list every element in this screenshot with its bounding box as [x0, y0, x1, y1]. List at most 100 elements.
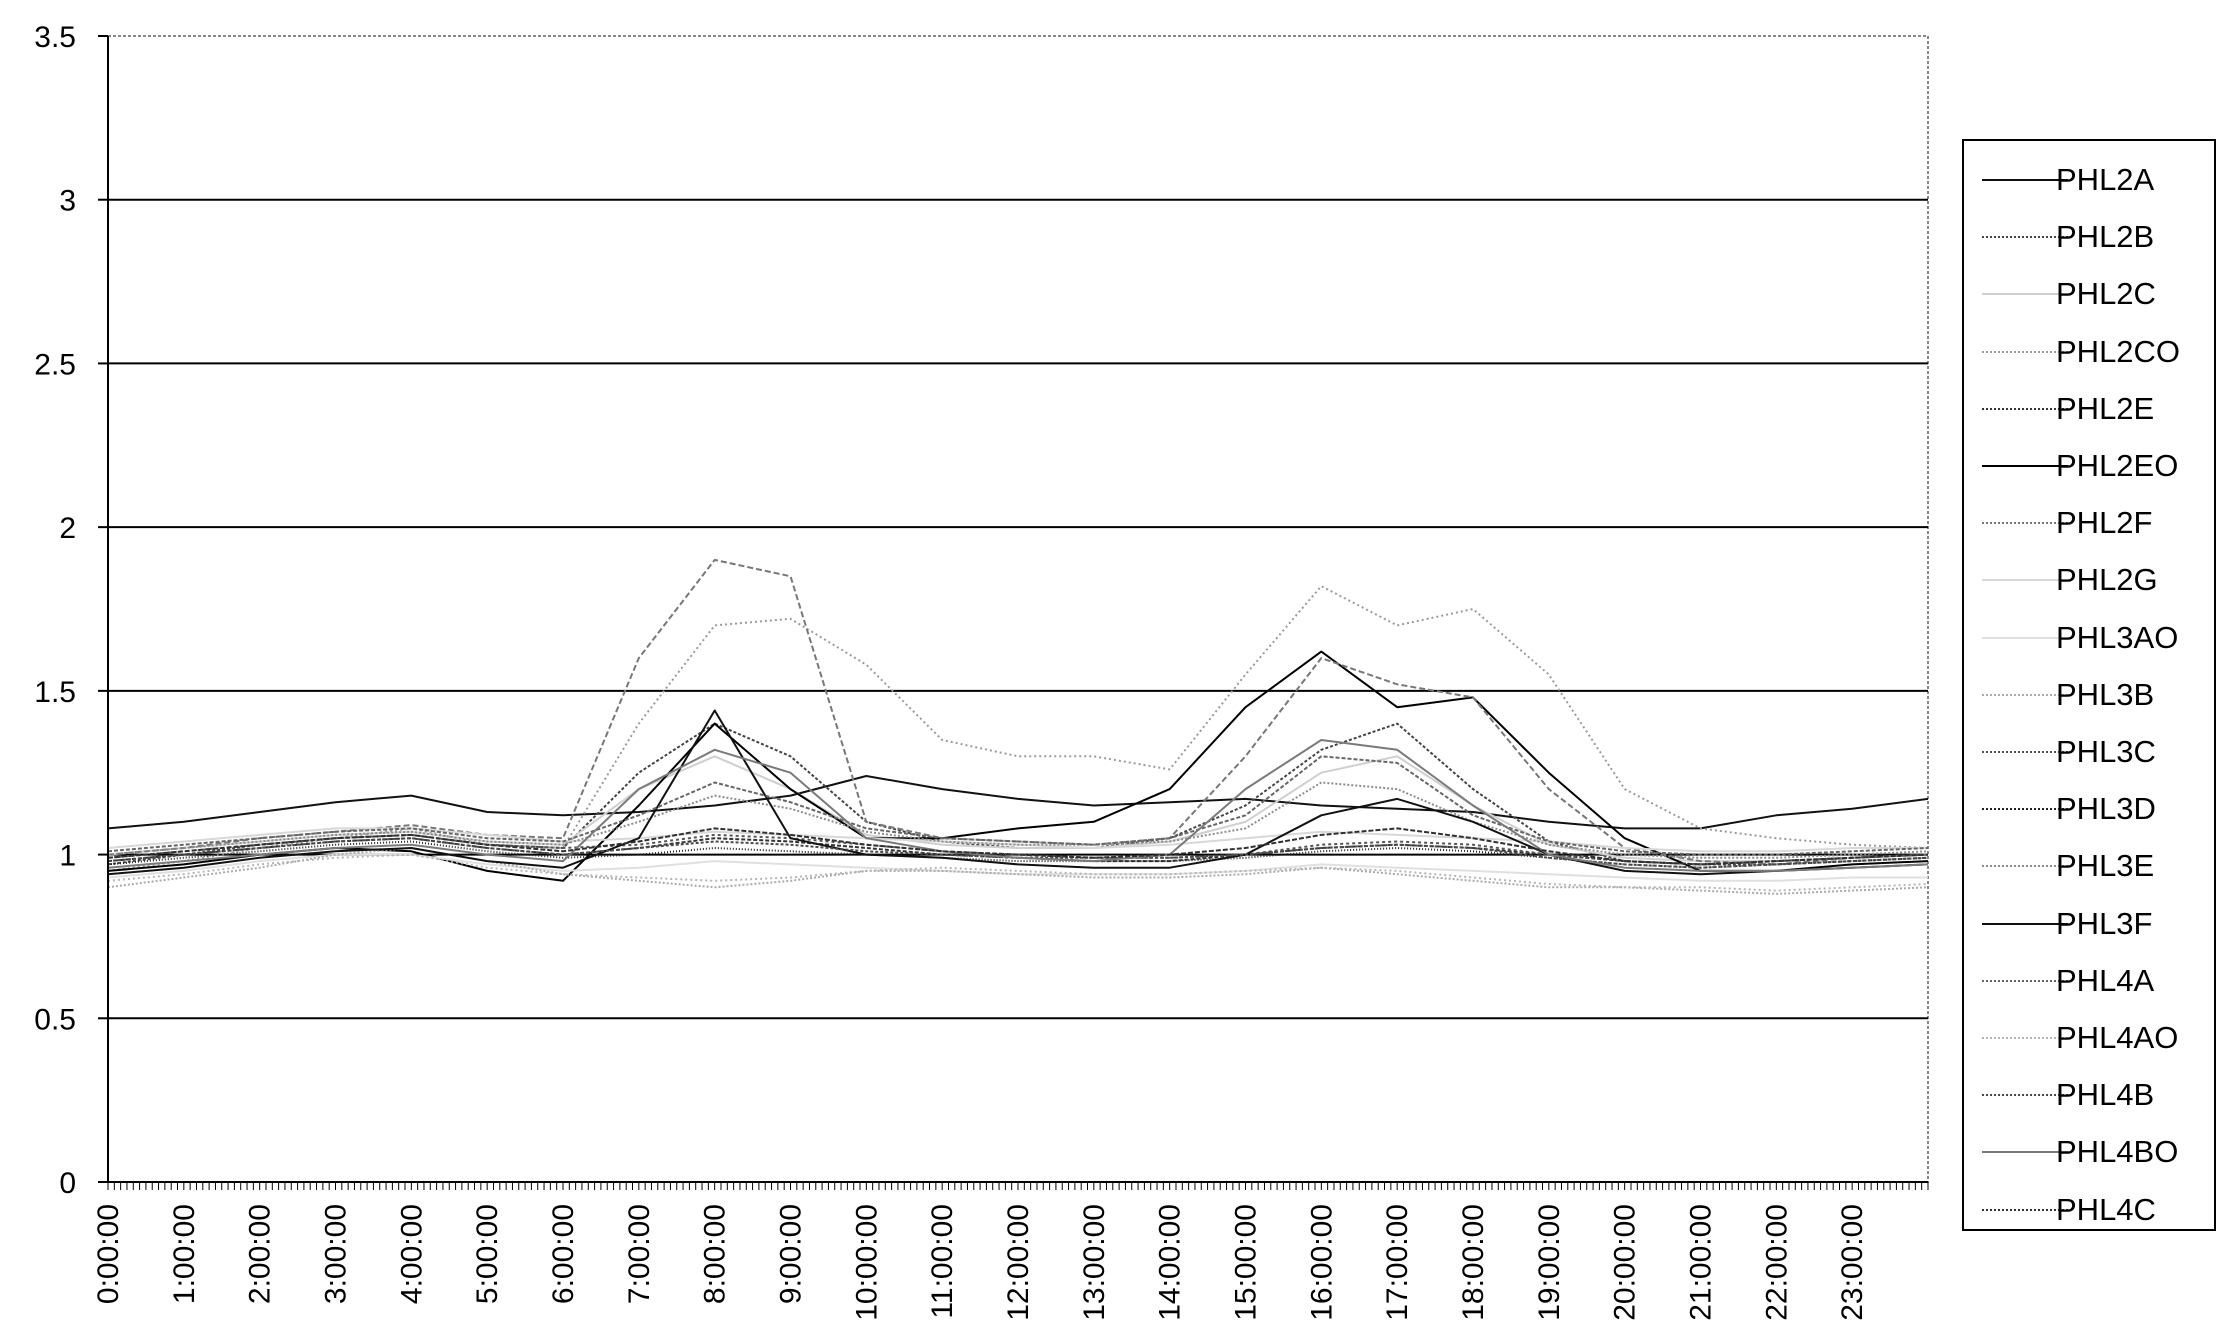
x-tick-label: 2:00:00: [244, 1204, 277, 1304]
x-tick-label: 16:00:00: [1305, 1204, 1338, 1321]
legend-label: PHL2C: [2056, 276, 2156, 312]
legend-label: PHL4B: [2056, 1077, 2155, 1113]
legend-swatch: [1982, 1094, 2068, 1097]
x-tick-labels: 0:00:00 1:00:00 2:00:00 3:00:00 4:00:00 5:00:…: [92, 1204, 1869, 1321]
legend-label: PHL2E: [2056, 390, 2155, 426]
x-tick-label: 4:00:00: [395, 1204, 428, 1304]
legend-swatch: [1982, 1151, 2068, 1154]
legend-label: PHL4C: [2056, 1191, 2156, 1227]
legend-swatch: [1982, 808, 2068, 811]
legend-item: PHL3D: [1964, 781, 2214, 837]
legend-item: PHL2G: [1964, 552, 2214, 608]
series-line-phl4bo: [107, 739, 1929, 872]
legend-label: PHL4A: [2056, 962, 2155, 998]
legend-label: PHL2F: [2056, 505, 2153, 541]
legend-swatch: [1982, 751, 2068, 753]
legend-item: PHL2A: [1964, 152, 2214, 208]
series-lines: [107, 558, 1929, 895]
series-line-phl2a: [107, 775, 1929, 830]
legend-label: PHL3D: [2056, 791, 2156, 827]
legend-label: PHL2EO: [2056, 448, 2179, 483]
legend-swatch: [1982, 979, 2068, 982]
x-tick-label: 13:00:00: [1078, 1204, 1111, 1321]
legend-label: PHL2B: [2056, 219, 2155, 255]
series-line-phl4a: [107, 755, 1929, 856]
legend-swatch: [1982, 179, 2068, 181]
x-tick-label: 7:00:00: [623, 1204, 656, 1304]
y-tick-label: 1.5: [34, 676, 76, 709]
legend-label: PHL3AO: [2056, 619, 2179, 655]
plot-area: [107, 35, 1929, 1183]
legend-item: PHL4B: [1964, 1067, 2214, 1123]
legend-label: PHL4BO: [2056, 1134, 2179, 1170]
x-tick-label: 19:00:00: [1533, 1204, 1566, 1321]
y-tick-label: 0: [59, 1167, 76, 1200]
x-tick-label: 11:00:00: [926, 1204, 959, 1319]
legend-swatch: [1982, 293, 2068, 296]
legend-label: PHL2A: [2056, 162, 2155, 197]
legend-item: PHL2E: [1964, 381, 2214, 437]
legend-item: PHL2C: [1964, 266, 2214, 322]
legend-swatch: [1982, 350, 2068, 353]
legend-item: PHL2CO: [1964, 324, 2214, 380]
y-tick-label: 3.5: [34, 21, 76, 54]
x-tick-label: 9:00:00: [775, 1204, 808, 1304]
x-tick-label: 20:00:00: [1609, 1204, 1642, 1321]
x-tick-label: 17:00:00: [1381, 1204, 1414, 1321]
series-line-phl3d: [107, 840, 1929, 869]
legend-label: PHL3C: [2056, 734, 2156, 769]
x-tick-label: 23:00:00: [1836, 1204, 1869, 1321]
axes: [107, 36, 1929, 1190]
legend-item: PHL4A: [1964, 953, 2214, 1009]
legend-label: PHL4AO: [2056, 1020, 2179, 1055]
legend-label: PHL3F: [2056, 905, 2153, 941]
legend-swatch: [1982, 522, 2068, 525]
series-line-phl3f: [107, 709, 1929, 876]
y-tick-label: 1: [59, 840, 76, 873]
legend-item: PHL4AO: [1964, 1010, 2214, 1066]
legend-label: PHL2G: [2056, 562, 2158, 598]
x-tick-label: 8:00:00: [699, 1204, 732, 1304]
x-tick-label: 21:00:00: [1685, 1204, 1718, 1321]
y-tick-label: 2: [59, 512, 76, 545]
legend-item: PHL2B: [1964, 209, 2214, 265]
legend-item: PHL3E: [1964, 838, 2214, 894]
legend-item: PHL3C: [1964, 724, 2214, 780]
legend-swatch: [1982, 1037, 2068, 1039]
y-tick-label: 2.5: [34, 348, 76, 381]
x-tick-label: 12:00:00: [1002, 1204, 1035, 1321]
legend-item: PHL3AO: [1964, 610, 2214, 666]
x-tick-label: 15:00:00: [1230, 1204, 1263, 1321]
series-line-phl4ao: [107, 853, 1929, 892]
legend-item: PHL2F: [1964, 495, 2214, 551]
y-tick-label: 3: [59, 185, 76, 218]
x-tick-label: 22:00:00: [1760, 1204, 1793, 1321]
legend-item: PHL2EO: [1964, 438, 2214, 494]
legend-swatch: [1982, 922, 2068, 925]
x-tick-label: 6:00:00: [547, 1204, 580, 1304]
x-tick-label: 5:00:00: [471, 1204, 504, 1304]
legend-item: PHL4BO: [1964, 1124, 2214, 1180]
legend-item: PHL3F: [1964, 896, 2214, 952]
legend-swatch: [1982, 636, 2068, 639]
legend-label: PHL3B: [2056, 676, 2155, 712]
series-line-phl3e: [107, 781, 1929, 859]
x-tick-label: 1:00:00: [168, 1204, 201, 1304]
x-tick-label: 18:00:00: [1457, 1204, 1490, 1321]
legend-swatch: [1982, 236, 2068, 239]
x-tick-label: 0:00:00: [92, 1204, 125, 1304]
legend-swatch: [1982, 1208, 2068, 1211]
legend-item: PHL3B: [1964, 667, 2214, 723]
legend-swatch: [1982, 579, 2068, 582]
y-tick-labels: 0 0.5 1 1.5 2 2.5 3 3.5: [34, 21, 76, 1200]
legend: PHL2A PHL2B PHL2C PHL2CO PHL2E PHL2EO PHL2F PHL…: [1962, 139, 2216, 1231]
y-tick-label: 0.5: [34, 1003, 76, 1036]
x-tick-label: 14:00:00: [1154, 1204, 1187, 1321]
legend-label: PHL3E: [2056, 848, 2155, 884]
legend-swatch: [1982, 693, 2068, 696]
series-line-phl2eo: [107, 650, 1929, 882]
legend-swatch: [1982, 407, 2068, 410]
legend-item: PHL4C: [1964, 1182, 2214, 1238]
x-tick-label: 3:00:00: [320, 1204, 353, 1304]
